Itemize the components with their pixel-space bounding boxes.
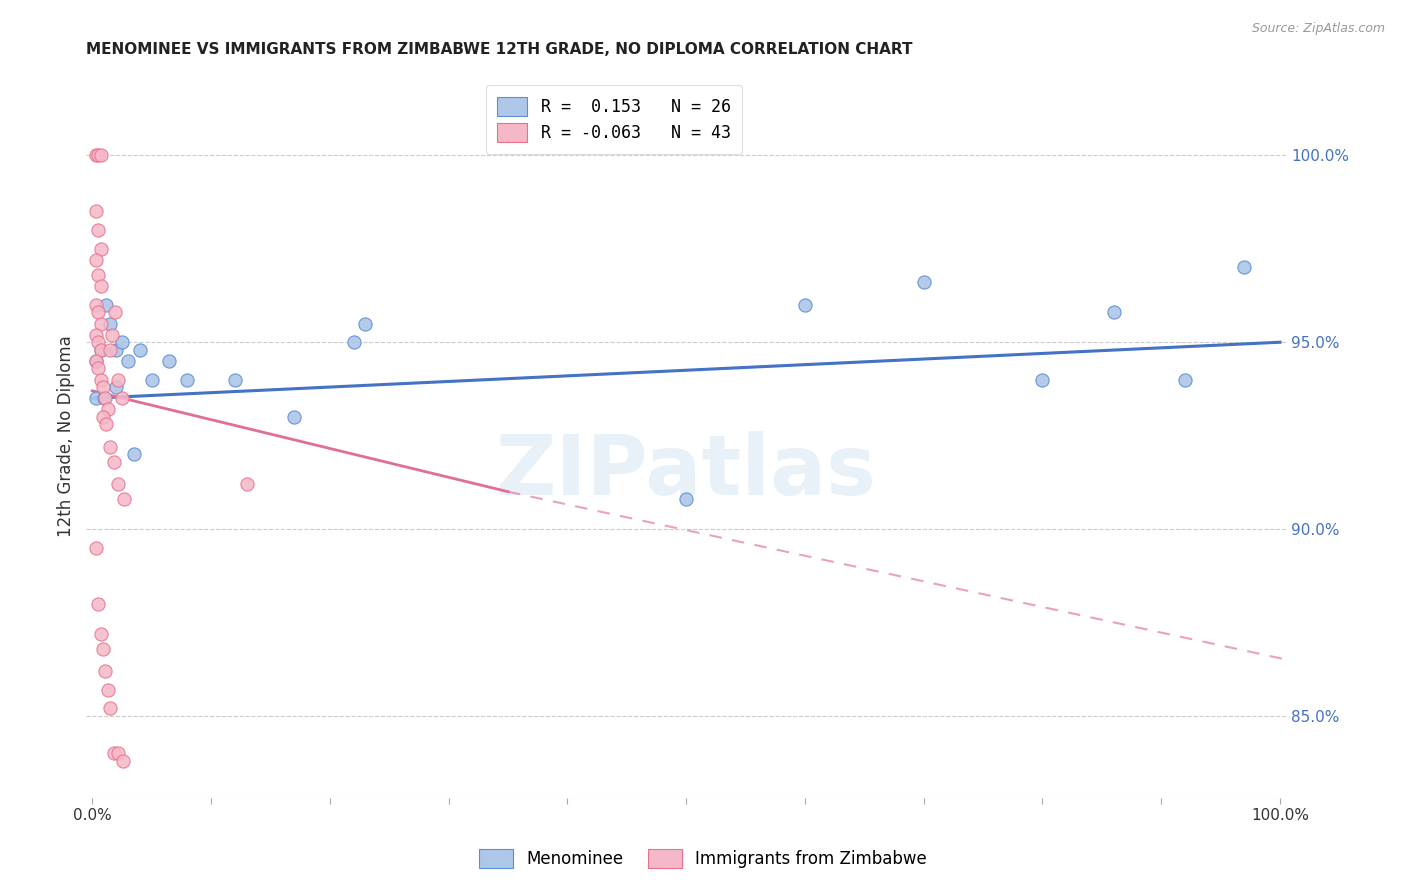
Point xyxy=(87,335,110,350)
Point xyxy=(90,317,112,331)
Point xyxy=(96,417,118,432)
Text: Source: ZipAtlas.com: Source: ZipAtlas.com xyxy=(1251,22,1385,36)
Point xyxy=(97,402,120,417)
Point xyxy=(87,268,110,282)
Point xyxy=(91,409,114,424)
Point xyxy=(112,492,135,507)
Point xyxy=(87,148,110,162)
Point xyxy=(97,682,120,697)
Point xyxy=(354,317,377,331)
Point xyxy=(283,409,305,424)
Point xyxy=(104,343,127,357)
Point xyxy=(111,335,134,350)
Point xyxy=(107,373,129,387)
Point xyxy=(793,298,815,312)
Point xyxy=(98,343,121,357)
Point xyxy=(84,327,107,342)
Point xyxy=(111,391,134,405)
Point xyxy=(84,541,107,555)
Point xyxy=(84,204,107,219)
Point xyxy=(96,298,118,312)
Point xyxy=(84,391,107,405)
Point xyxy=(104,305,127,319)
Point xyxy=(93,391,115,405)
Point xyxy=(90,148,112,162)
Point xyxy=(103,455,125,469)
Point xyxy=(1233,260,1256,275)
Point xyxy=(141,373,163,387)
Point xyxy=(87,597,110,611)
Legend: Menominee, Immigrants from Zimbabwe: Menominee, Immigrants from Zimbabwe xyxy=(471,840,935,877)
Point xyxy=(235,477,257,491)
Point xyxy=(107,746,129,760)
Point xyxy=(90,626,112,640)
Point xyxy=(98,317,121,331)
Point xyxy=(90,343,112,357)
Point xyxy=(84,298,107,312)
Point xyxy=(90,242,112,256)
Point xyxy=(1102,305,1125,319)
Text: MENOMINEE VS IMMIGRANTS FROM ZIMBABWE 12TH GRADE, NO DIPLOMA CORRELATION CHART: MENOMINEE VS IMMIGRANTS FROM ZIMBABWE 12… xyxy=(86,42,912,57)
Point xyxy=(91,641,114,656)
Point xyxy=(159,354,181,368)
Point xyxy=(87,305,110,319)
Point xyxy=(98,440,121,454)
Point xyxy=(91,380,114,394)
Point xyxy=(90,279,112,293)
Point xyxy=(128,343,150,357)
Point xyxy=(101,327,124,342)
Point xyxy=(104,380,127,394)
Point xyxy=(176,373,198,387)
Point xyxy=(224,373,246,387)
Point xyxy=(94,391,117,405)
Point xyxy=(1174,373,1197,387)
Point xyxy=(84,354,107,368)
Legend: R =  0.153   N = 26, R = -0.063   N = 43: R = 0.153 N = 26, R = -0.063 N = 43 xyxy=(486,85,742,153)
Point xyxy=(342,335,364,350)
Point xyxy=(1031,373,1053,387)
Point xyxy=(84,253,107,268)
Point xyxy=(107,477,129,491)
Point xyxy=(90,343,112,357)
Point xyxy=(84,354,107,368)
Point xyxy=(94,664,117,678)
Text: ZIPatlas: ZIPatlas xyxy=(496,432,876,512)
Point xyxy=(87,361,110,376)
Point xyxy=(912,276,935,290)
Y-axis label: 12th Grade, No Diploma: 12th Grade, No Diploma xyxy=(58,334,75,536)
Point xyxy=(84,148,107,162)
Point xyxy=(122,447,145,461)
Point xyxy=(112,754,135,768)
Point xyxy=(90,373,112,387)
Point xyxy=(117,354,139,368)
Point xyxy=(675,492,697,507)
Point xyxy=(103,746,125,760)
Point xyxy=(98,701,121,715)
Point xyxy=(87,223,110,237)
